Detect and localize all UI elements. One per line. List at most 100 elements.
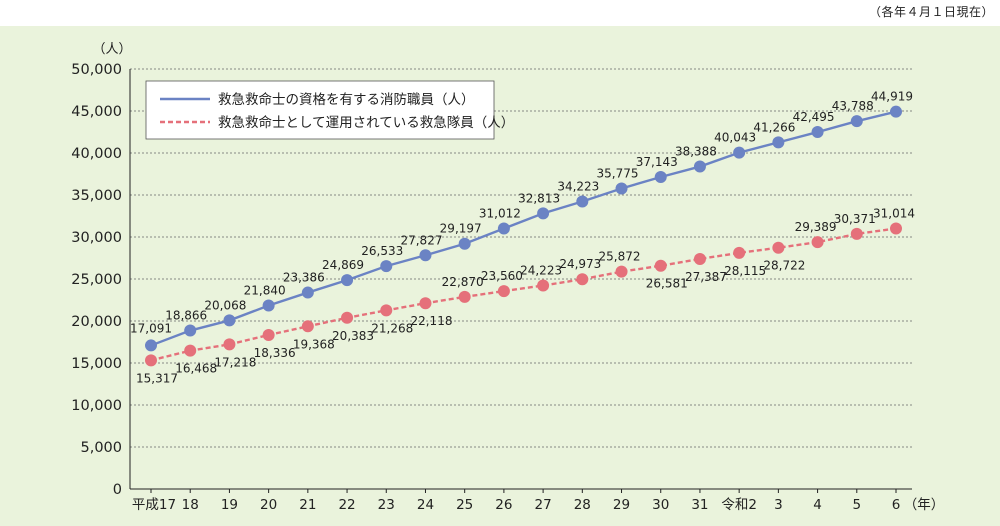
data-label: 42,495: [793, 110, 835, 124]
x-tick-label: 26: [495, 497, 512, 513]
data-point: [654, 259, 667, 272]
x-tick-label: 4: [813, 497, 822, 513]
data-point: [262, 299, 275, 312]
data-label: 31,012: [479, 206, 521, 220]
data-label: 44,919: [871, 90, 913, 104]
y-tick-label: 40,000: [71, 146, 122, 162]
data-label: 27,827: [400, 233, 442, 247]
x-tick-label: 30: [652, 497, 669, 513]
data-label: 30,371: [834, 212, 876, 226]
x-tick-label: 18: [182, 497, 199, 513]
data-label: 17,218: [214, 355, 256, 369]
data-point: [145, 339, 157, 352]
data-label: 18,866: [165, 309, 207, 323]
data-point: [615, 182, 628, 195]
x-tick-label: 24: [417, 497, 434, 513]
data-label: 19,368: [293, 337, 335, 351]
data-label: 24,973: [559, 257, 601, 271]
data-point: [380, 260, 393, 273]
data-point: [145, 354, 157, 367]
y-tick-label: 0: [113, 482, 122, 498]
data-point: [693, 252, 706, 265]
data-label: 29,389: [795, 220, 837, 234]
chart-panel: 50,000 45,000 40,000 35,000 30,000 25,000 20,0…: [0, 26, 1000, 526]
data-label: 35,775: [597, 166, 639, 180]
legend-label-1: 救急救命士の資格を有する消防職員（人）: [218, 91, 475, 108]
y-tick-label: 15,000: [71, 356, 122, 372]
x-tick-label: 5: [852, 497, 861, 513]
data-label: 16,468: [175, 362, 217, 376]
x-tick-label: 20: [260, 497, 277, 513]
x-tick-label: 25: [456, 497, 473, 513]
data-label: 38,388: [675, 145, 717, 159]
data-point: [458, 290, 471, 303]
data-point: [380, 304, 393, 317]
data-label: 21,268: [371, 321, 413, 335]
x-tick-label: 19: [221, 497, 238, 513]
x-tick-label: 3: [774, 497, 783, 513]
data-label: 20,068: [204, 298, 246, 312]
data-point: [772, 136, 785, 149]
y-tick-label: 10,000: [71, 398, 122, 414]
x-tick-label: 28: [574, 497, 591, 513]
data-label: 21,840: [244, 284, 286, 298]
data-label: 24,223: [520, 264, 562, 278]
y-axis-unit: （人）: [92, 42, 131, 57]
data-label: 26,533: [361, 244, 403, 258]
x-tick-label: 31: [691, 497, 708, 513]
legend-box: [145, 80, 495, 140]
data-point: [733, 146, 746, 159]
series-line-1: [150, 110, 897, 347]
y-tick-label: 45,000: [71, 104, 122, 120]
x-tick-label: 平成17: [132, 497, 176, 513]
data-point: [537, 279, 550, 292]
x-tick-label: 令和2: [721, 497, 757, 513]
x-tick-label: 21: [299, 497, 316, 513]
y-tick-label: 35,000: [71, 188, 122, 204]
date-note: （各年４月１日現在）: [868, 5, 994, 19]
x-tick-label: 22: [338, 497, 355, 513]
y-tick-label: 25,000: [71, 272, 122, 288]
data-point: [537, 207, 550, 220]
data-point: [811, 126, 824, 139]
data-point: [615, 265, 628, 278]
data-point: [262, 328, 275, 341]
data-point: [890, 105, 902, 118]
data-label: 17,091: [130, 321, 172, 335]
data-label: 29,197: [440, 222, 482, 236]
data-point: [654, 170, 667, 183]
x-tick-label: 23: [378, 497, 395, 513]
data-point: [419, 297, 432, 310]
data-point: [301, 320, 314, 333]
data-label: 22,118: [410, 314, 452, 328]
series-line-2: [150, 227, 897, 362]
data-label: 37,143: [636, 155, 678, 169]
x-tick-label: 6: [892, 497, 901, 513]
data-label: 18,336: [254, 346, 296, 360]
data-label: 22,870: [442, 275, 484, 289]
data-point: [850, 227, 863, 240]
legend-label-2: 救急救命士として運用されている救急隊員（人）: [218, 114, 514, 131]
x-axis-unit: （年）: [904, 497, 945, 513]
data-point: [458, 237, 471, 250]
data-point: [184, 344, 197, 357]
data-label: 28,722: [763, 259, 805, 273]
data-label: 40,043: [714, 131, 756, 145]
y-tick-label: 50,000: [71, 62, 122, 78]
data-point: [184, 324, 197, 337]
data-label: 43,788: [832, 99, 874, 113]
data-point: [497, 222, 510, 235]
data-label: 26,581: [646, 277, 688, 291]
x-tick-label: 29: [613, 497, 630, 513]
data-point: [341, 311, 354, 324]
data-label: 31,014: [873, 206, 915, 220]
data-label: 41,266: [753, 120, 795, 134]
data-point: [223, 338, 236, 351]
data-point: [223, 314, 236, 327]
data-label: 20,383: [332, 329, 374, 343]
data-point: [890, 222, 902, 235]
data-label: 15,317: [136, 371, 178, 385]
data-point: [576, 273, 589, 286]
y-tick-label: 5,000: [80, 440, 122, 456]
data-label: 34,223: [557, 180, 599, 194]
